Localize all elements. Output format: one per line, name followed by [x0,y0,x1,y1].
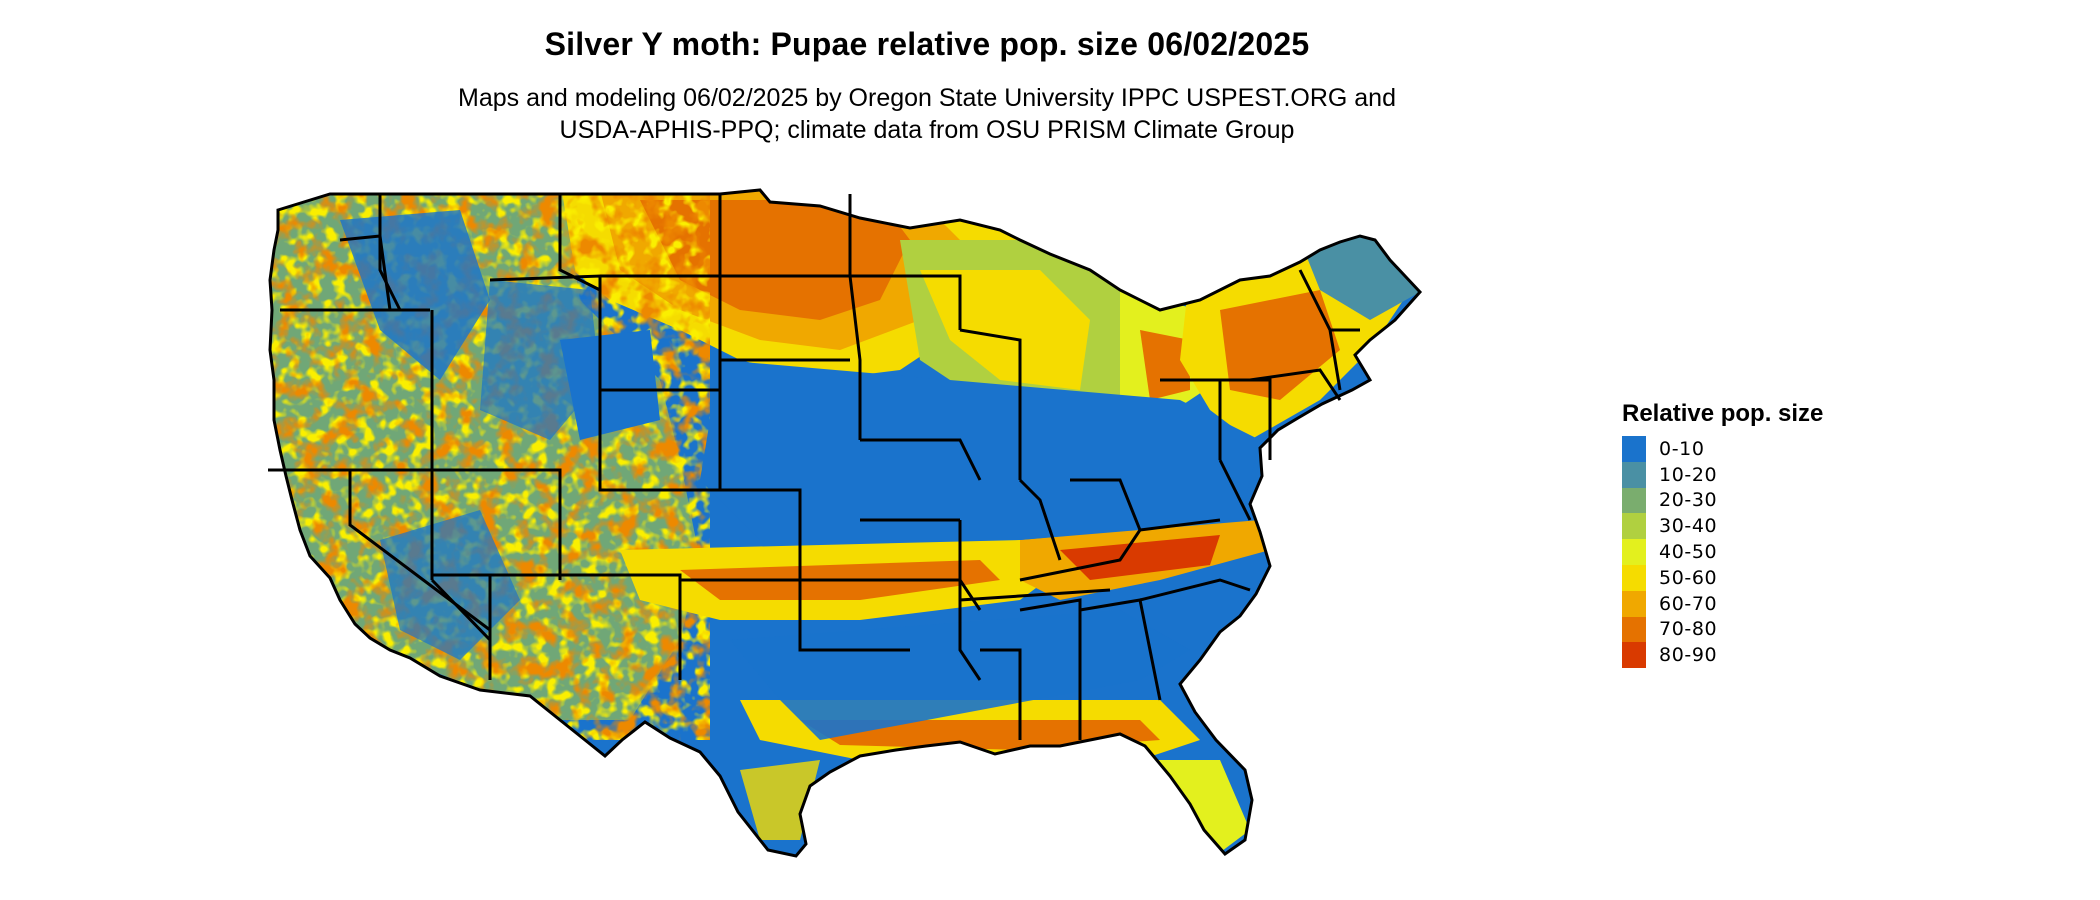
legend-item: 80-90 [1622,642,1882,669]
population-raster [270,190,1420,856]
legend-title: Relative pop. size [1622,400,1824,427]
legend-swatch [1622,616,1646,643]
legend-swatch [1622,513,1646,540]
legend-item: 10-20 [1622,461,1882,488]
us-population-map [260,180,1590,900]
legend-item: 40-50 [1622,539,1882,565]
legend-item: 70-80 [1622,616,1882,643]
legend-swatch [1622,642,1646,669]
legend-label: 30-40 [1659,515,1718,538]
legend-items: 0-10 10-20 20-30 30-40 40-50 50-60 60-70… [1622,436,1882,669]
legend-swatch [1622,436,1646,462]
legend-item: 20-30 [1622,487,1882,514]
legend-item: 60-70 [1622,590,1882,617]
legend-swatch [1622,487,1646,514]
legend-swatch [1622,539,1646,565]
legend: Relative pop. size 0-10 10-20 20-30 30-4… [1622,400,1882,669]
map-subtitle-line-2: USDA-APHIS-PPQ; climate data from OSU PR… [559,116,1295,144]
map-subtitle-line-1: Maps and modeling 06/02/2025 by Oregon S… [458,84,1396,112]
legend-swatch [1622,461,1646,488]
legend-swatch [1622,590,1646,617]
us-map-svg [268,188,1422,858]
legend-label: 20-30 [1659,489,1718,512]
legend-label: 50-60 [1659,566,1718,589]
legend-label: 70-80 [1659,618,1718,641]
legend-item: 30-40 [1622,513,1882,540]
map-title: Silver Y moth: Pupae relative pop. size … [544,26,1310,62]
legend-item: 0-10 [1622,436,1882,462]
legend-label: 0-10 [1659,437,1705,460]
legend-label: 40-50 [1659,541,1718,564]
legend-label: 80-90 [1659,644,1718,667]
legend-item: 50-60 [1622,564,1882,591]
legend-label: 10-20 [1659,463,1718,486]
legend-swatch [1622,564,1646,591]
state-borders [268,188,1422,858]
legend-label: 60-70 [1659,592,1718,615]
